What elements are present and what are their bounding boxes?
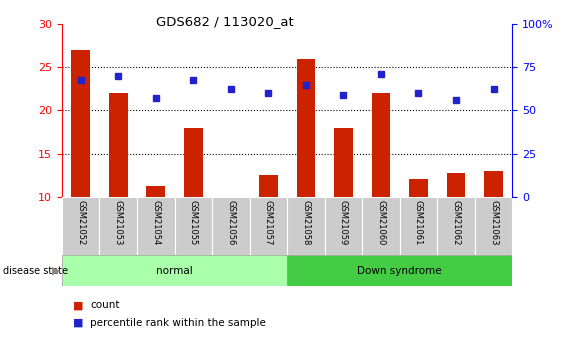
FancyBboxPatch shape [62,197,100,255]
Text: GSM21054: GSM21054 [151,199,160,245]
FancyBboxPatch shape [287,197,325,255]
FancyBboxPatch shape [137,197,175,255]
Text: disease state: disease state [3,266,68,276]
Text: ■: ■ [73,300,84,310]
Text: ■: ■ [73,318,84,327]
Text: GSM21052: GSM21052 [76,199,85,245]
Text: GSM21055: GSM21055 [189,199,198,245]
FancyBboxPatch shape [362,197,400,255]
Bar [297,59,315,197]
FancyBboxPatch shape [212,197,249,255]
Text: GSM21060: GSM21060 [377,199,386,245]
Bar [372,93,390,197]
Bar [146,186,165,197]
FancyBboxPatch shape [325,197,362,255]
Text: Down syndrome: Down syndrome [358,266,442,276]
FancyBboxPatch shape [249,197,287,255]
Text: GSM21062: GSM21062 [452,199,461,245]
FancyBboxPatch shape [175,197,212,255]
Text: GSM21059: GSM21059 [339,199,348,245]
Text: normal: normal [156,266,193,276]
Text: GSM21063: GSM21063 [489,199,498,245]
FancyBboxPatch shape [400,197,437,255]
Bar [184,128,203,197]
Text: ▶: ▶ [52,266,61,276]
Text: count: count [90,300,119,310]
FancyBboxPatch shape [287,255,512,286]
Bar [409,179,428,197]
Bar [72,50,90,197]
Text: GSM21056: GSM21056 [226,199,235,245]
Bar [259,175,278,197]
Bar [484,171,503,197]
Text: GSM21058: GSM21058 [301,199,310,245]
FancyBboxPatch shape [475,197,512,255]
Text: percentile rank within the sample: percentile rank within the sample [90,318,266,327]
Text: GSM21053: GSM21053 [114,199,123,245]
Bar [446,173,466,197]
Text: GDS682 / 113020_at: GDS682 / 113020_at [157,16,294,29]
FancyBboxPatch shape [437,197,475,255]
Bar [334,128,353,197]
FancyBboxPatch shape [100,197,137,255]
Text: GSM21061: GSM21061 [414,199,423,245]
FancyBboxPatch shape [62,255,287,286]
Bar [109,93,128,197]
Text: GSM21057: GSM21057 [264,199,273,245]
